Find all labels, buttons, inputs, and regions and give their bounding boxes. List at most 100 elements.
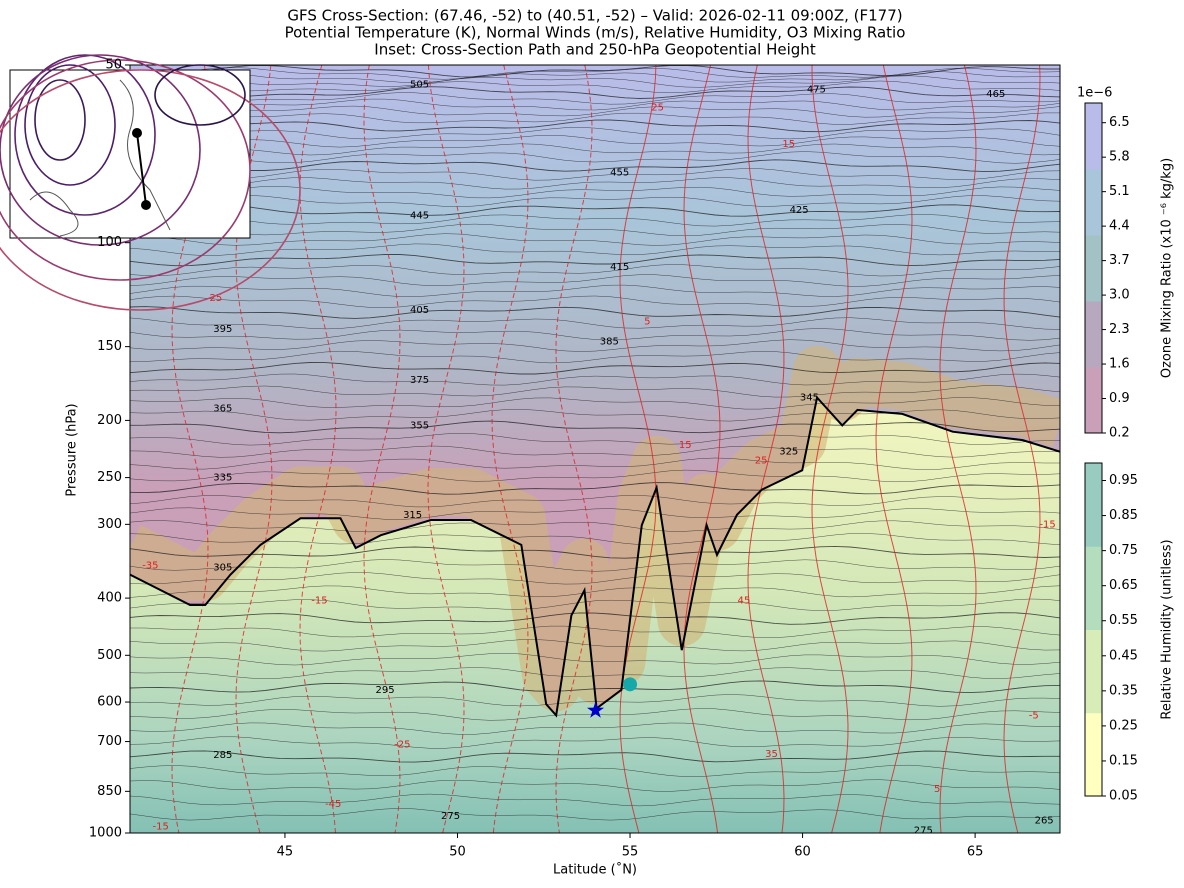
x-tick-label: 50 [449,845,466,860]
colorbar-tick-label: 2.3 [1109,322,1130,337]
x-axis-label: Latitude (˚N) [553,862,637,878]
isentrope-texture [130,559,1060,572]
isentrope-texture [130,639,1060,652]
theta-label: 355 [410,420,429,431]
theta-label: 455 [610,167,629,178]
wind-label: -15 [1039,519,1055,530]
isentrope-texture [130,469,1060,483]
theta-label: 275 [441,811,460,822]
isentrope-texture [130,177,1060,190]
wind-contour-texture [683,65,721,833]
x-tick-label: 45 [277,845,294,860]
theta-label: 405 [410,305,429,316]
y-tick-label: 850 [97,784,122,799]
wind-contour-texture [1003,65,1041,833]
x-tick-label: 65 [967,845,984,860]
isentrope-texture [130,75,1060,88]
inset-contour [24,64,116,186]
isentrope-texture [130,71,1060,83]
isentrope-texture [130,65,1060,78]
wind-label: -25 [394,739,410,750]
inset-title: Inset: Cross-Section Path and 250-hPa Ge… [374,41,816,59]
colorbar-tick-label: 0.35 [1109,683,1138,698]
isentrope-texture [130,653,1060,666]
colorbar-tick-label: 5.1 [1109,184,1130,199]
wind-label: 25 [651,102,664,113]
theta-label: 275 [914,825,933,836]
isentrope-texture [130,92,1060,105]
colorbar-segment [1085,367,1102,434]
circle-marker [623,677,638,692]
x-tick-label: 55 [622,845,639,860]
humidity-shading [130,397,1060,833]
wind-label: 25 [755,456,768,467]
y-tick-label: 250 [97,470,122,485]
isentrope-texture [130,328,1060,341]
isentrope-texture [130,168,1060,181]
colorbar-segment [1085,169,1102,236]
theta-label: 425 [790,205,809,216]
humid-band [130,345,1060,712]
colorbar-segment [1085,301,1102,368]
wind-label: 35 [765,749,778,760]
isentrope-texture [130,119,1060,133]
wind-contour-texture [939,65,977,833]
isentrope-texture [130,214,1060,227]
isentrope-texture [130,86,1060,99]
y-axis-label: Pressure (hPa) [65,403,80,496]
y-tick-label: 700 [97,734,122,749]
isentrope-texture [130,223,1060,237]
theta-label: 365 [213,404,232,415]
isentrope-texture [130,397,1060,410]
wind-contour-texture [555,65,593,833]
isentrope-texture [130,495,1060,508]
isentrope-texture [130,159,1060,173]
isentrope-texture [130,243,1060,256]
theta-label: 305 [213,562,232,573]
inset-contour [0,69,301,311]
theta-label: 385 [600,336,619,347]
isentrope-texture [130,764,1060,777]
theta-label: 265 [1035,815,1054,826]
colorbar-segment [1085,463,1102,547]
chart-subtitle: Potential Temperature (K), Normal Winds … [285,24,906,42]
inset-contour [34,79,86,161]
colorbar-segment [1085,103,1102,170]
wind-label: -5 [1029,710,1039,721]
y-tick-label: 500 [97,648,122,663]
plot-area: 505 475 4654554454254154053953853753653553… [130,65,1060,836]
isentrope-texture [130,127,1060,140]
theta-label: 475 [807,84,826,95]
isentrope-texture [130,420,1060,434]
colorbar-segment [1085,546,1102,630]
colorbar-tick-label: 6.5 [1109,115,1130,130]
theta-label: 285 [213,750,232,761]
wind-label: 15 [679,440,692,451]
colorbar-tick-label: 1.6 [1109,357,1130,372]
wind-contour-texture [875,65,913,833]
wind-label: 25 [210,293,223,304]
colorbar-frame [1084,102,1103,434]
isentrope-texture [130,409,1060,422]
colorbar-label: Relative Humidity (unitless) [1160,539,1175,719]
inset-map [0,54,301,311]
theta-label: 295 [375,685,394,696]
wind-label: -15 [153,822,169,833]
y-tick-label: 50 [105,58,122,73]
isentrope-texture [130,625,1060,638]
isentrope-texture [130,793,1060,807]
isentrope-texture [130,339,1060,352]
plot-frame [129,64,1061,834]
wind-contour-texture [363,65,401,833]
y-tick-label: 200 [97,413,122,428]
isentrope-texture [130,572,1060,585]
isentrope-texture [130,750,1060,763]
colorbar-tick-label: 0.15 [1109,753,1138,768]
inset-coast [119,79,171,231]
colorbar-tick-label: 5.8 [1109,150,1130,165]
isentrope-texture [130,254,1060,267]
isentrope-texture [130,195,1060,207]
isentrope-texture [130,264,1060,277]
colorbar-tick-label: 0.05 [1109,789,1138,804]
star-marker [587,701,605,718]
